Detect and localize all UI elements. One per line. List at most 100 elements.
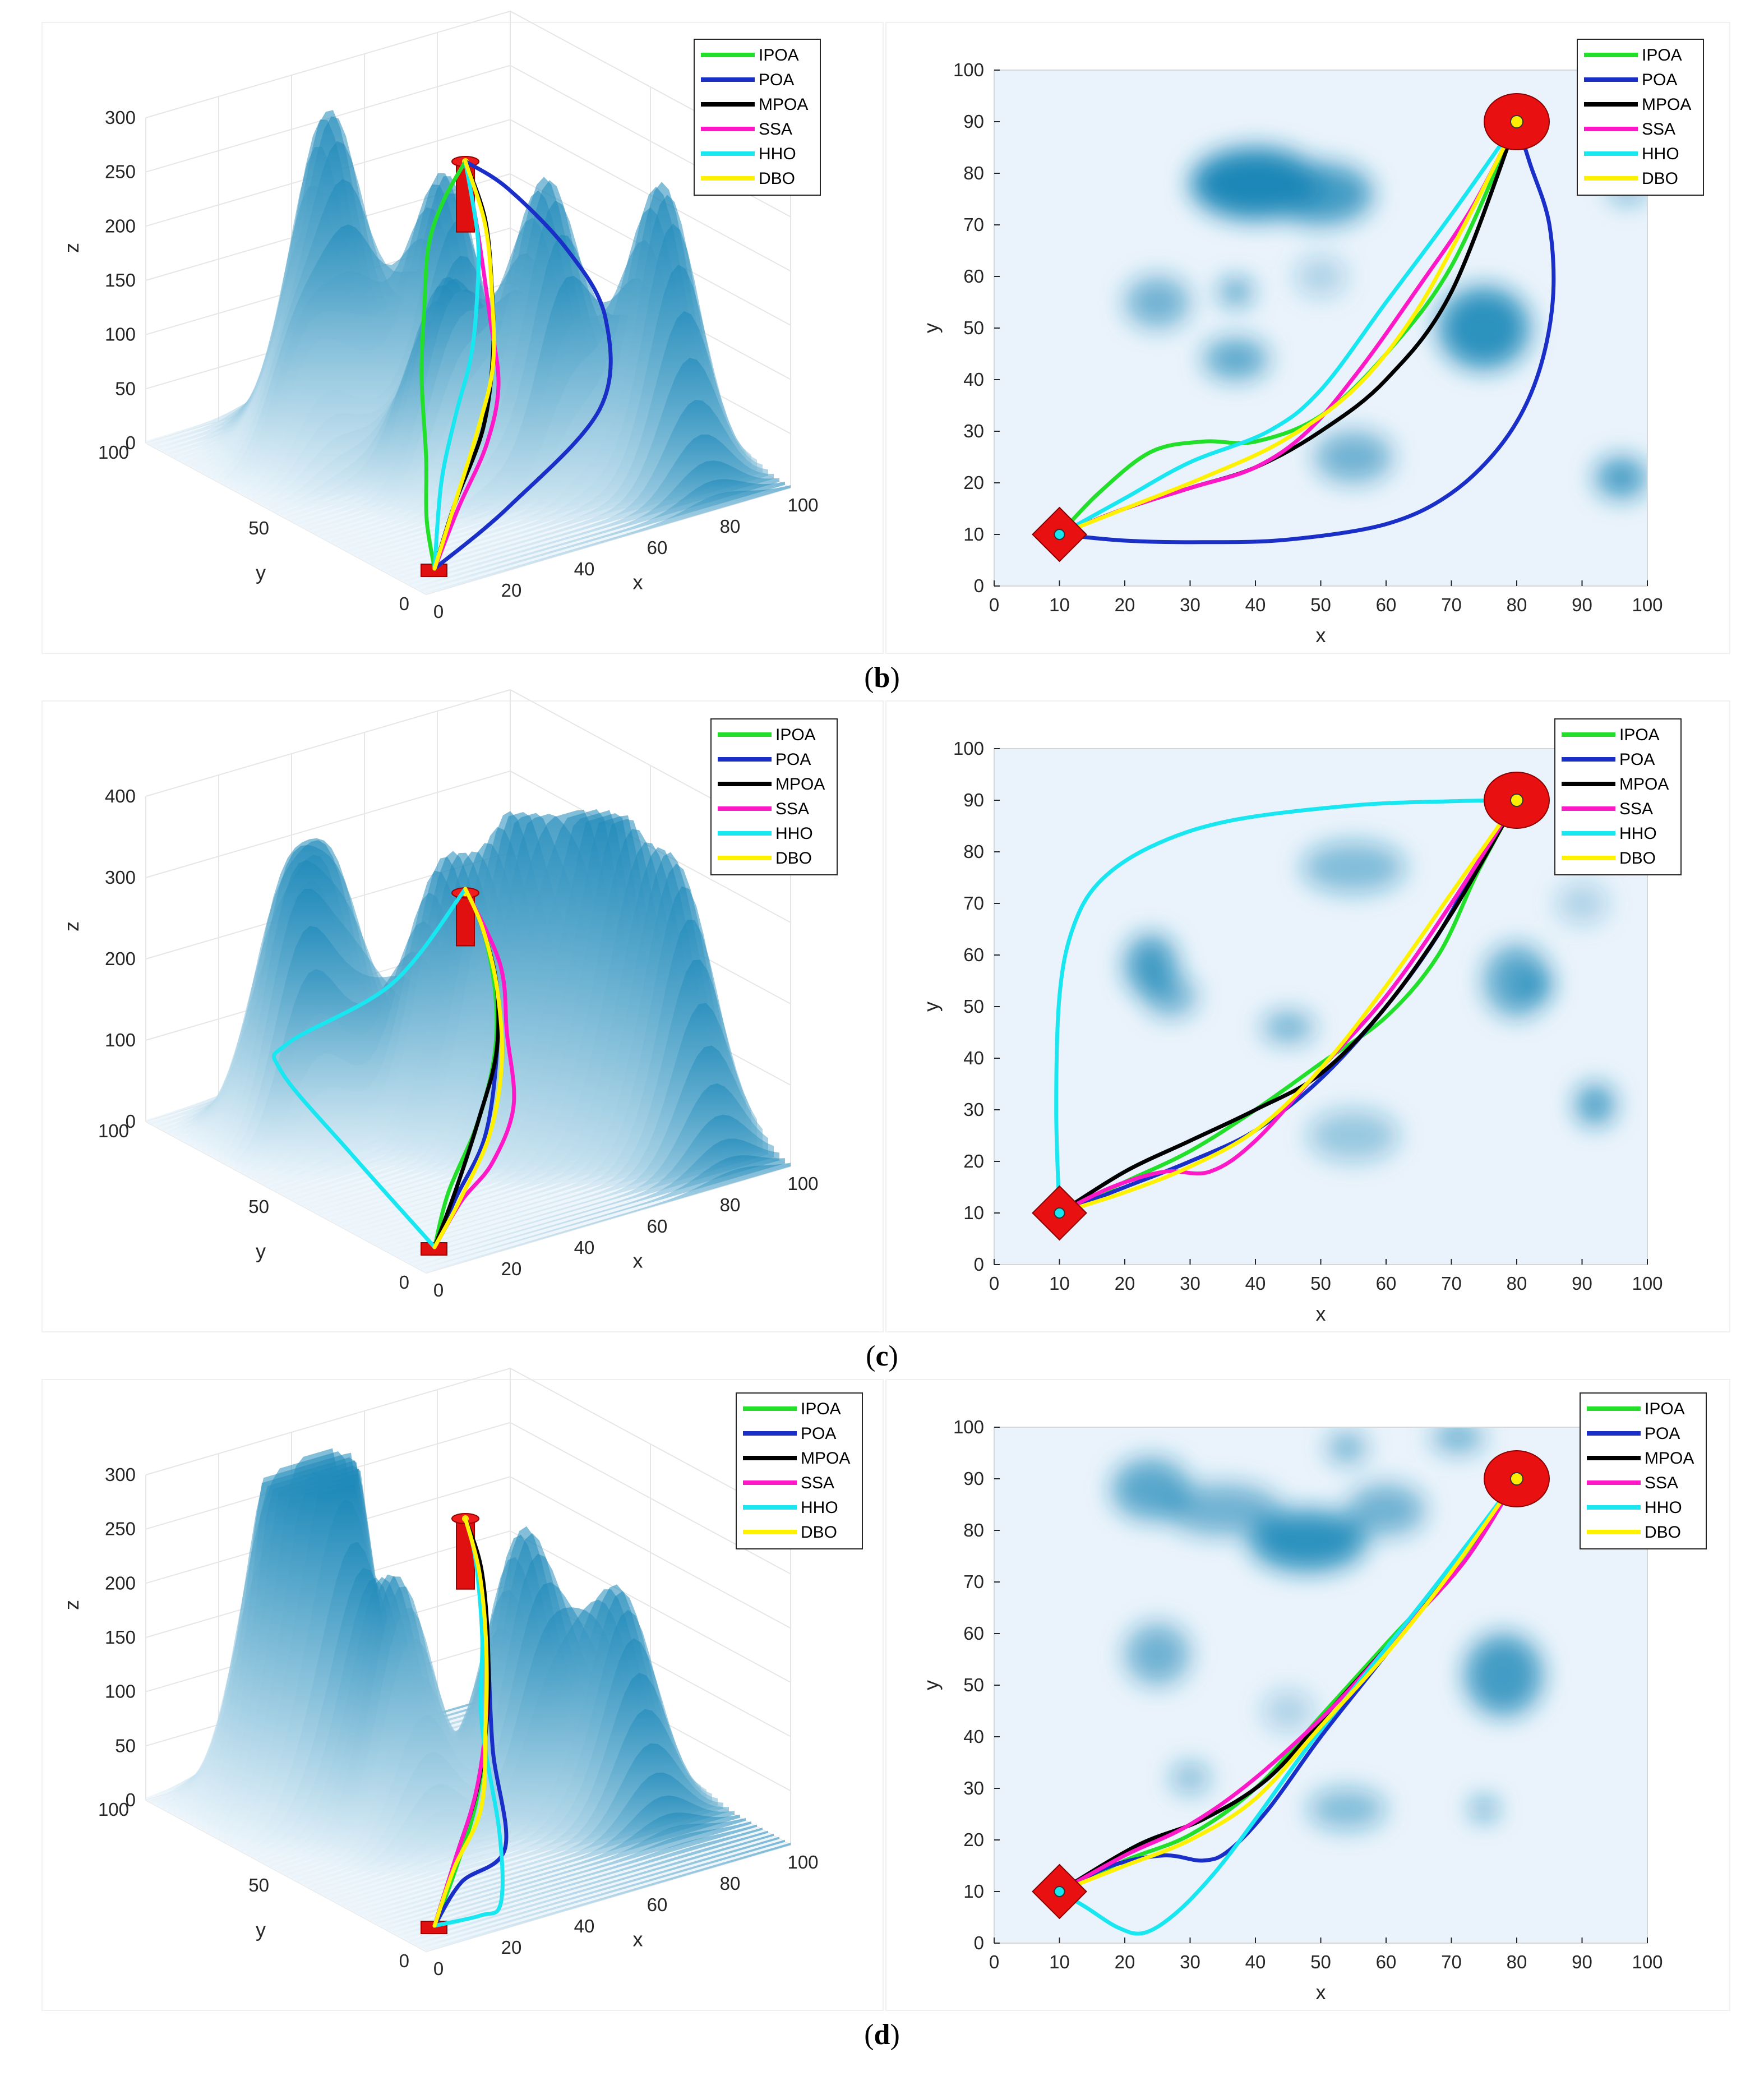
z-axis-label: z — [60, 243, 83, 253]
paths — [1058, 119, 1556, 545]
x-tick-label: 100 — [1632, 594, 1663, 615]
y-tick-label: 40 — [963, 369, 984, 390]
legend-box — [1554, 718, 1682, 875]
terrain-ridge — [398, 358, 763, 579]
y-tick-label: 50 — [963, 1675, 984, 1695]
legend: IPOA POA MPOA SSA HHO DBO — [694, 39, 821, 196]
y-tick-label: 0 — [974, 1254, 984, 1275]
x-tick-label: 10 — [1049, 594, 1070, 615]
y-tick-label: 100 — [953, 1417, 984, 1437]
terrain-ridge — [342, 234, 706, 550]
terrain-ridge — [398, 1828, 763, 1936]
y-tick-label: 80 — [963, 1520, 984, 1540]
z-tick-label: 100 — [105, 324, 136, 345]
terrain-ridge — [409, 1833, 774, 1943]
y-tick-label: 0 — [399, 593, 409, 614]
z-tick-label: 300 — [105, 107, 136, 128]
y-tick-label: 80 — [963, 163, 984, 183]
terrain-contours — [1125, 841, 1615, 1161]
legend-label-poa: POA — [801, 1424, 836, 1443]
x-tick-label: 10 — [1049, 1952, 1070, 1972]
terrain-contours — [1111, 1427, 1543, 1830]
terrain-blob — [1438, 287, 1530, 370]
legend-label-hho: HHO — [1645, 1498, 1682, 1517]
y-tick-label: 40 — [963, 1726, 984, 1747]
y-tick-label: 100 — [953, 738, 984, 759]
path-hho — [432, 1516, 505, 1928]
x-tick-label: 40 — [1245, 1952, 1266, 1972]
x-tick-label: 0 — [989, 1273, 999, 1294]
terrain-ridge — [348, 1672, 712, 1909]
terrain-blob — [1219, 279, 1253, 305]
x-tick-label: 20 — [1115, 594, 1135, 615]
legend-label-ssa: SSA — [1645, 1474, 1678, 1492]
legend-label-poa: POA — [1619, 750, 1655, 769]
goal-center — [1510, 115, 1523, 128]
caption-close: ) — [890, 2019, 899, 2051]
x-tick-label: 100 — [787, 1852, 818, 1872]
x-tick-label: 50 — [1310, 1952, 1331, 1972]
legend-box — [1580, 1392, 1707, 1549]
plot-background — [994, 70, 1647, 586]
legend-label-ssa: SSA — [1619, 800, 1653, 818]
x-tick-label: 0 — [433, 1958, 444, 1979]
terrain-blob — [1464, 1634, 1543, 1717]
z-tick-label: 0 — [126, 432, 136, 453]
terrain-blob — [1125, 276, 1190, 328]
x-tick-label: 90 — [1572, 594, 1592, 615]
path-poa — [1058, 798, 1519, 1215]
y-tick-label: 50 — [963, 317, 984, 338]
y-tick-label: 0 — [974, 1932, 984, 1953]
x-tick-label: 40 — [574, 1916, 595, 1936]
y-tick-label: 0 — [399, 1272, 409, 1293]
y-axis-label: y — [920, 1002, 943, 1012]
x-tick-label: 60 — [1376, 594, 1397, 615]
x-tick-label: 80 — [1507, 594, 1527, 615]
x-tick-label: 0 — [433, 601, 444, 622]
path-dbo — [432, 159, 496, 571]
y-tick-label: 90 — [963, 1468, 984, 1489]
legend-label-hho: HHO — [1642, 145, 1679, 163]
paths — [271, 887, 516, 1249]
terrain-blob — [1125, 1623, 1190, 1685]
terrain-blob — [1327, 1432, 1367, 1464]
x-tick-label: 60 — [1376, 1273, 1397, 1294]
terrain-ridge — [364, 1772, 729, 1918]
terrain-ridge — [415, 1837, 779, 1946]
legend: IPOA POA MPOA SSA HHO DBO — [1577, 39, 1704, 196]
x-tick-label: 70 — [1441, 1952, 1462, 1972]
contour-2d-panel-d: 0 10 20 30 40 50 60 70 80 90 100 0 10 20 30 40 50 60 70 80 9… — [885, 1379, 1730, 2011]
legend-box — [1577, 39, 1704, 196]
x-tick-label: 80 — [720, 1873, 741, 1894]
paths — [1054, 798, 1519, 1215]
x-tick-label: 80 — [720, 1194, 741, 1215]
path-hho — [271, 887, 468, 1249]
legend-label-mpoa: MPOA — [759, 95, 808, 114]
terrain-ridge — [342, 1638, 706, 1906]
x-tick-label: 10 — [1049, 1273, 1070, 1294]
z-tick-label: 300 — [105, 1464, 136, 1485]
terrain-ridge — [415, 460, 779, 589]
terrain-blob — [1575, 1084, 1615, 1125]
z-tick-label: 150 — [105, 270, 136, 290]
x-tick-label: 20 — [501, 1937, 522, 1958]
legend-label-hho: HHO — [1619, 824, 1657, 843]
terrain-ridge — [426, 485, 791, 594]
z-tick-label: 50 — [115, 378, 136, 399]
z-tick-label: 250 — [105, 162, 136, 182]
path-dbo — [1058, 1477, 1519, 1894]
x-tick-label: 70 — [1441, 594, 1462, 615]
legend-box — [736, 1392, 863, 1549]
y-tick-label: 50 — [963, 996, 984, 1017]
legend: IPOA POA MPOA SSA HHO DBO — [710, 718, 838, 875]
y-tick-label: 30 — [963, 421, 984, 441]
terrain-blob — [1294, 256, 1347, 297]
goal-column — [456, 1518, 475, 1590]
legend-box — [694, 39, 821, 196]
y-tick-label: 70 — [963, 214, 984, 235]
legend-label-hho: HHO — [775, 824, 813, 843]
start-center — [1054, 529, 1065, 540]
y-axis-label: y — [256, 561, 266, 584]
